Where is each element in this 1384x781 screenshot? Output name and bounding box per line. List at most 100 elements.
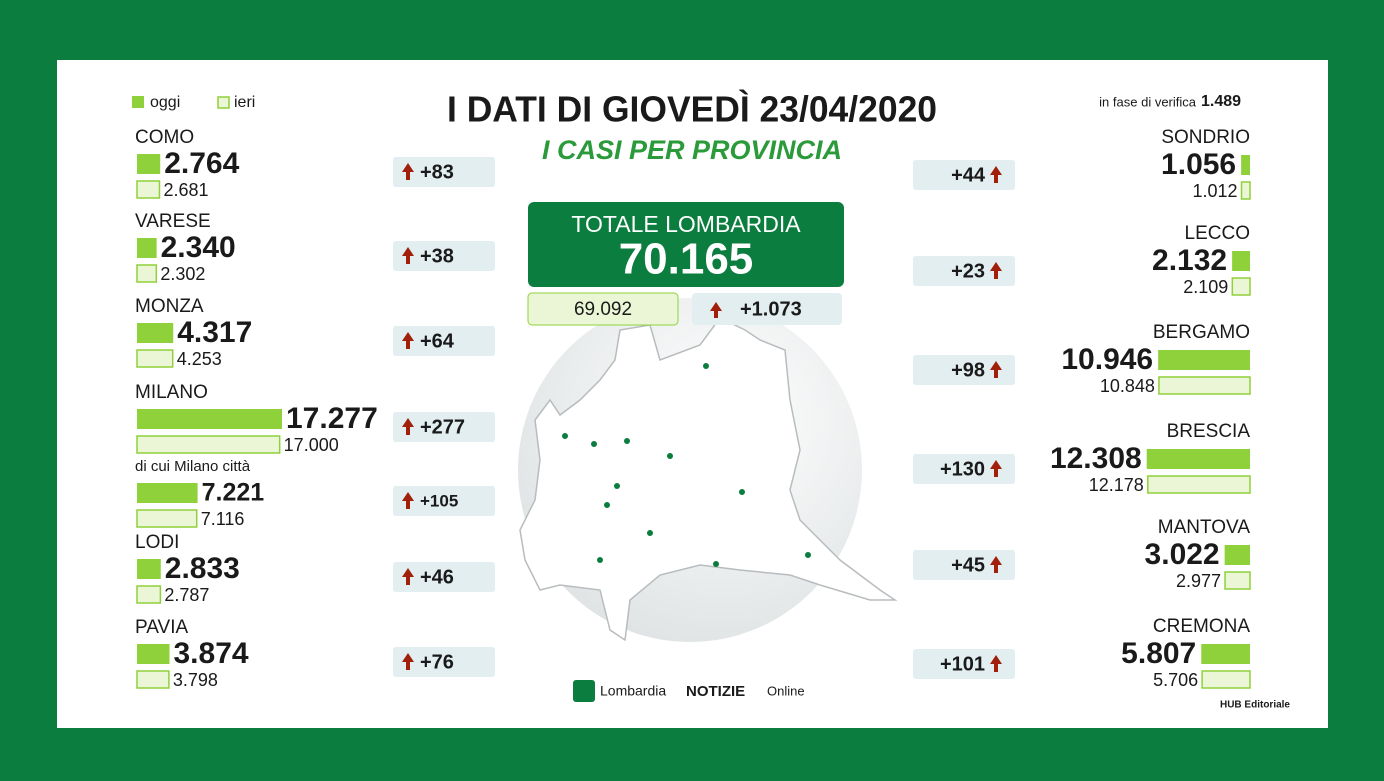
today-value: 17.277 — [286, 402, 378, 435]
change-box — [393, 326, 495, 356]
legend-label: oggi — [150, 94, 180, 111]
change-box — [393, 241, 495, 271]
change: +105 — [420, 491, 458, 510]
legend-swatch — [217, 96, 230, 109]
bar-yesterday — [136, 585, 162, 604]
today-value: 7.221 — [202, 479, 265, 507]
arrow — [990, 166, 1002, 183]
province-name: LODI — [135, 532, 179, 553]
bar-yesterday — [136, 435, 281, 454]
bar-today — [137, 644, 170, 664]
today-value: 4.317 — [177, 316, 252, 349]
bar-yesterday — [1158, 376, 1251, 395]
bar-today — [137, 483, 198, 503]
logo-icon — [573, 680, 595, 702]
yesterday-value: 17.000 — [284, 435, 339, 455]
change-box — [913, 454, 1015, 484]
province-name: LECCO — [1185, 223, 1250, 244]
province-name: SONDRIO — [1161, 127, 1250, 148]
change: +76 — [420, 651, 454, 673]
bar-yesterday — [136, 509, 198, 528]
province-name: COMO — [135, 127, 194, 148]
total-yesterday-box — [527, 292, 679, 326]
today-value: 3.874 — [174, 637, 249, 670]
today-value: 2.833 — [165, 552, 240, 585]
change-box — [913, 649, 1015, 679]
change: +98 — [951, 359, 985, 381]
province-name: VARESE — [135, 211, 211, 232]
total-yesterday: 69.092 — [574, 299, 632, 320]
change-box — [393, 562, 495, 592]
change: +46 — [420, 566, 454, 588]
bar-today — [1224, 545, 1250, 565]
bar-yesterday — [1231, 277, 1251, 296]
change: +38 — [420, 245, 454, 267]
arrow — [402, 568, 414, 585]
bar-yesterday — [1240, 181, 1251, 200]
yesterday-value: 2.977 — [1176, 571, 1221, 591]
change: +130 — [940, 458, 985, 480]
change-box — [913, 256, 1015, 286]
total-today: 70.165 — [619, 235, 754, 284]
bar-today — [137, 154, 161, 174]
yesterday-value: 2.681 — [164, 180, 209, 200]
total-change-box — [692, 293, 842, 325]
bar-yesterday — [1201, 670, 1251, 689]
bar-today — [137, 559, 161, 579]
yesterday-value: 3.798 — [173, 670, 218, 690]
province-name: BRESCIA — [1167, 421, 1251, 442]
bar-yesterday — [1147, 475, 1251, 494]
change-box — [913, 160, 1015, 190]
bar-yesterday — [136, 349, 174, 368]
change: +64 — [420, 330, 455, 352]
arrow — [990, 556, 1002, 573]
change-box — [393, 647, 495, 677]
total-label: TOTALE LOMBARDIA — [571, 211, 801, 237]
legend-swatch — [132, 96, 144, 108]
arrow — [402, 163, 414, 180]
today-value: 12.308 — [1050, 442, 1142, 475]
yesterday-value: 2.109 — [1183, 277, 1228, 297]
arrow — [402, 492, 414, 509]
province-name: PAVIA — [135, 617, 188, 638]
province-name: di cui Milano città — [135, 458, 251, 475]
bar-today — [1158, 350, 1250, 370]
change-box — [393, 157, 495, 187]
change-box — [393, 486, 495, 516]
today-value: 3.022 — [1145, 538, 1220, 571]
change-box — [913, 550, 1015, 580]
province-name: CREMONA — [1153, 616, 1250, 637]
today-value: 10.946 — [1061, 343, 1153, 376]
bar-today — [1201, 644, 1250, 664]
today-value: 2.132 — [1152, 244, 1227, 277]
arrow — [990, 262, 1002, 279]
province-name: MILANO — [135, 382, 208, 403]
province-name: MONZA — [135, 296, 204, 317]
arrow — [402, 247, 414, 264]
change: +277 — [420, 416, 465, 438]
yesterday-value: 5.706 — [1153, 670, 1198, 690]
arrow — [402, 332, 414, 349]
province-name: MANTOVA — [1158, 517, 1251, 538]
change-box — [393, 412, 495, 442]
change-box — [913, 355, 1015, 385]
today-value: 2.764 — [164, 147, 239, 180]
province-name: BERGAMO — [1153, 322, 1250, 343]
yesterday-value: 2.302 — [160, 264, 205, 284]
bar-today — [1232, 251, 1250, 271]
change: +44 — [951, 164, 986, 186]
verification-label: in fase di verifica — [1099, 94, 1197, 109]
yesterday-value: 4.253 — [177, 349, 222, 369]
total-change: +1.073 — [740, 298, 802, 320]
legend-label: ieri — [234, 94, 255, 111]
change: +83 — [420, 161, 454, 183]
bar-yesterday — [136, 264, 158, 283]
bar-yesterday — [1224, 571, 1251, 590]
bar-yesterday — [136, 180, 161, 199]
change: +45 — [951, 554, 985, 576]
map-dots — [562, 363, 811, 567]
change: +23 — [951, 260, 985, 282]
bar-today — [137, 323, 174, 343]
yesterday-value: 1.012 — [1192, 181, 1237, 201]
